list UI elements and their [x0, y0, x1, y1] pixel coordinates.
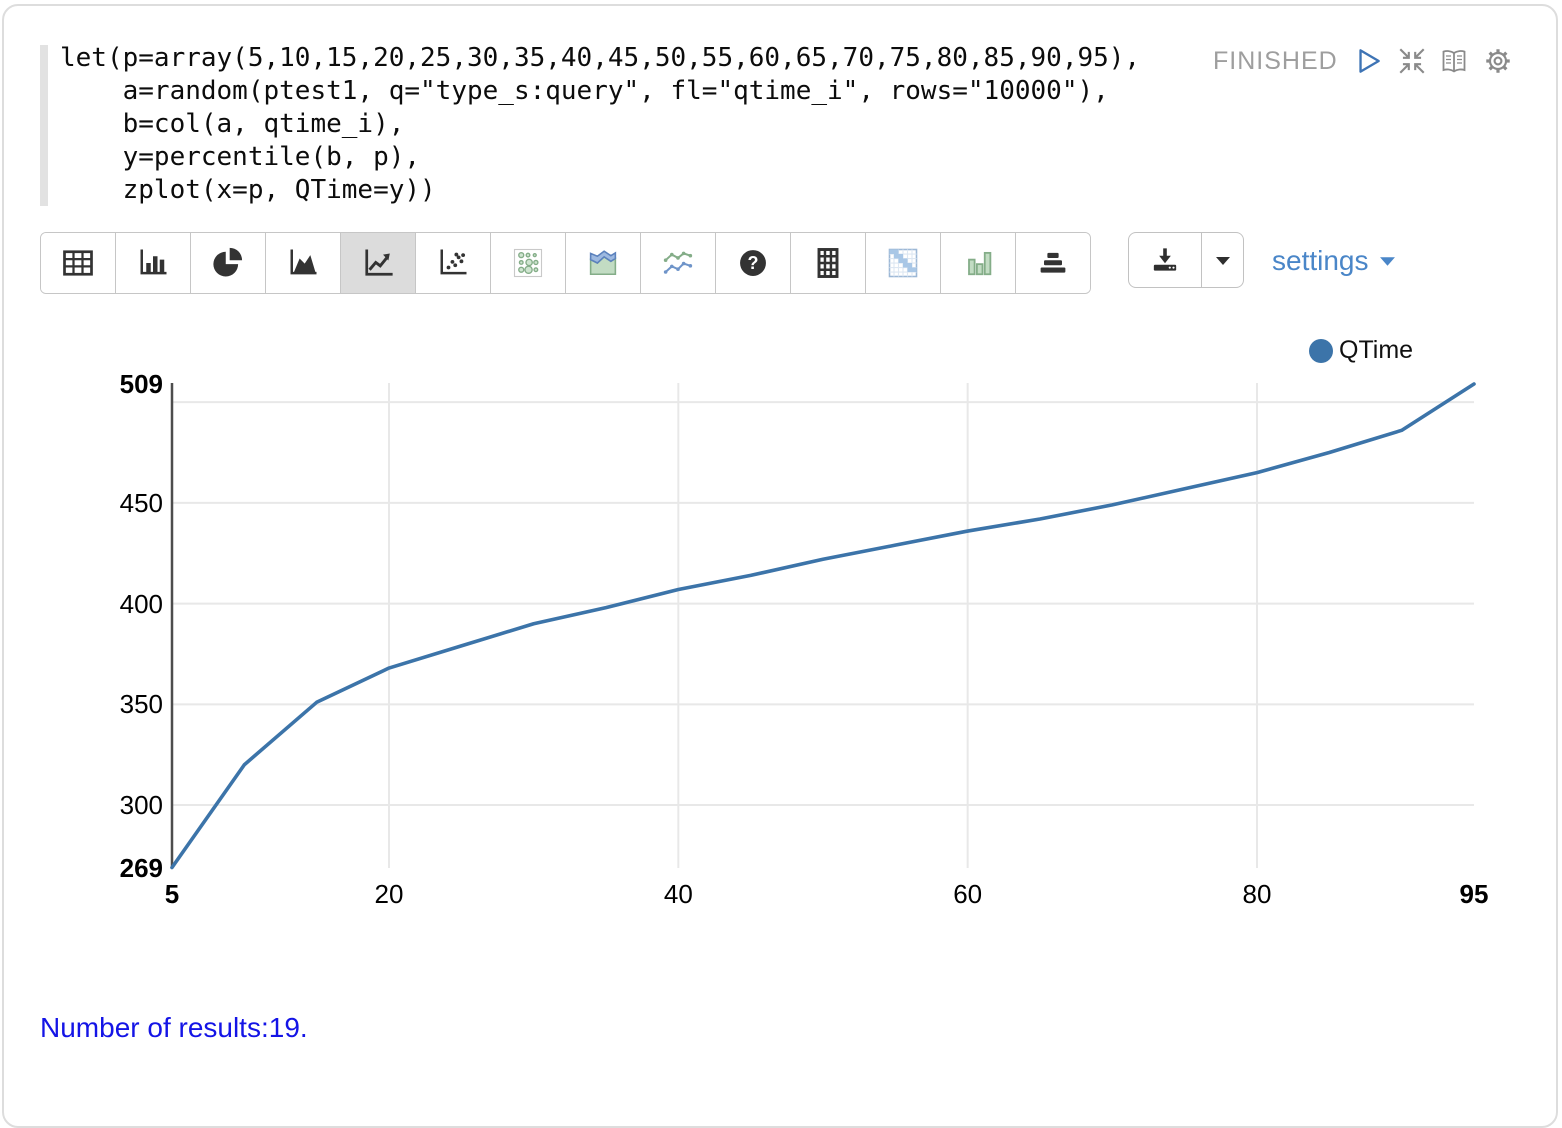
horizontal-bar-chart-icon — [1040, 252, 1066, 273]
y-tick-label: 450 — [119, 487, 163, 518]
shrink-icon — [1399, 48, 1425, 74]
chart-type-heatmap-button[interactable] — [866, 233, 941, 293]
download-button[interactable] — [1129, 233, 1202, 287]
notebook-icon — [1442, 50, 1466, 73]
download-options-button[interactable] — [1202, 233, 1243, 287]
grouped-bar-chart-icon — [968, 251, 992, 276]
play-icon — [1359, 49, 1380, 73]
table-icon — [63, 250, 93, 276]
legend-item-qtime[interactable]: QTime — [1309, 336, 1413, 365]
status-badge: FINISHED — [1213, 47, 1338, 75]
scatter-chart-icon — [440, 249, 467, 275]
area-chart-icon — [290, 249, 317, 275]
settings-label: settings — [1272, 245, 1369, 276]
multi-line-chart-icon — [663, 251, 693, 274]
chart-type-toolbar: ? — [40, 232, 1091, 294]
chart-type-horizontal-bar-chart-button[interactable] — [1016, 233, 1090, 293]
chart-type-pie-chart-button[interactable] — [191, 233, 266, 293]
y-tick-label: 300 — [119, 790, 163, 821]
chart-type-line-chart-button[interactable] — [341, 233, 416, 293]
chart-type-pivot-grid-button[interactable] — [791, 233, 866, 293]
download-split-button — [1128, 232, 1244, 288]
chart-type-grouped-bar-chart-button[interactable] — [941, 233, 1016, 293]
caret-down-icon — [1215, 257, 1230, 265]
chart-type-multi-line-chart-button[interactable] — [641, 233, 716, 293]
chart-type-help-button[interactable]: ? — [716, 233, 791, 293]
chart-type-area-chart-button[interactable] — [266, 233, 341, 293]
y-tick-label: 269 — [119, 852, 163, 883]
y-tick-label: 350 — [119, 689, 163, 720]
x-tick-label: 5 — [164, 879, 180, 909]
code-gutter — [40, 45, 48, 206]
bar-chart-icon — [140, 249, 167, 275]
help-icon: ? — [740, 250, 766, 276]
bubble-chart-icon — [513, 248, 543, 278]
y-tick-label: 400 — [119, 588, 163, 619]
x-tick-label: 60 — [953, 879, 983, 909]
x-tick-label: 20 — [374, 879, 404, 909]
x-tick-label: 95 — [1459, 879, 1489, 909]
legend-label: QTime — [1339, 336, 1414, 364]
legend-dot-icon — [1309, 338, 1333, 363]
settings-caret-icon — [1379, 256, 1395, 266]
pie-chart-icon — [213, 247, 243, 277]
y-tick-label: 509 — [119, 369, 163, 399]
settings-toggle[interactable]: settings — [1272, 245, 1396, 277]
chart-type-bubble-chart-button[interactable] — [491, 233, 566, 293]
svg-text:?: ? — [748, 253, 759, 273]
chart-type-stacked-area-chart-button[interactable] — [566, 233, 641, 293]
gear-icon — [1486, 49, 1510, 73]
results-count-text: Number of results:19. — [40, 1012, 308, 1043]
collapse-button[interactable] — [1396, 45, 1428, 77]
chart-type-scatter-chart-button[interactable] — [416, 233, 491, 293]
code-editor[interactable]: let(p=array(5,10,15,20,25,30,35,40,45,50… — [60, 43, 1141, 205]
chart-type-table-button[interactable] — [41, 233, 116, 293]
download-icon — [1153, 248, 1177, 271]
notebook-button[interactable] — [1438, 45, 1470, 77]
x-tick-label: 40 — [663, 879, 693, 909]
paragraph-settings-button[interactable] — [1482, 45, 1514, 77]
heatmap-icon — [888, 248, 918, 278]
x-tick-label: 80 — [1242, 879, 1272, 909]
run-button[interactable] — [1352, 45, 1384, 77]
chart-type-bar-chart-button[interactable] — [116, 233, 191, 293]
stacked-area-chart-icon — [589, 250, 617, 276]
pivot-grid-icon — [817, 248, 839, 278]
line-chart-icon — [365, 249, 393, 276]
